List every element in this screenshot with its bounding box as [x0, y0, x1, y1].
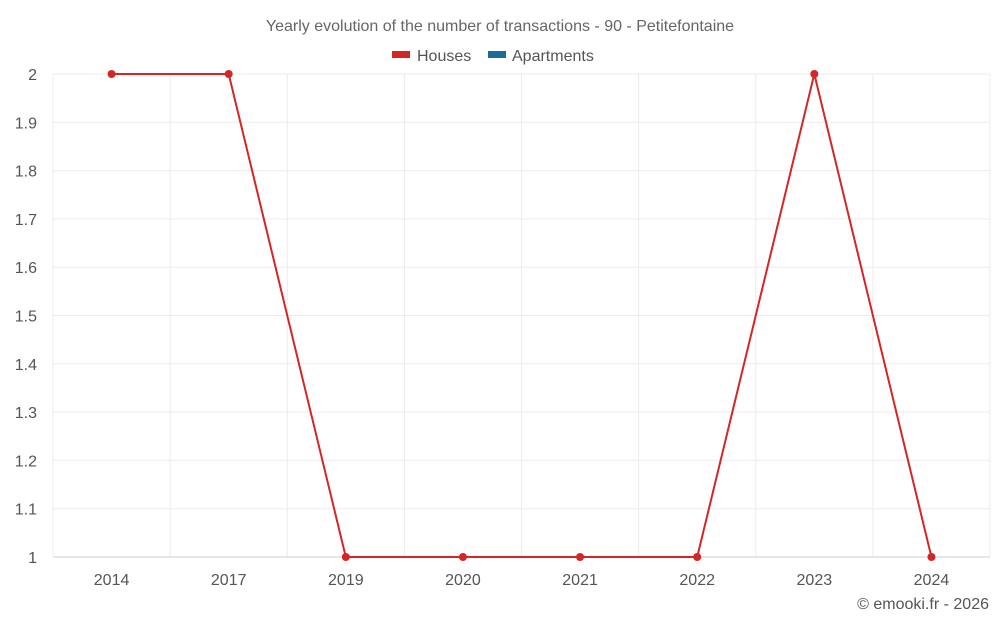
x-tick-label: 2024 — [914, 572, 950, 589]
credit-text: © emooki.fr - 2026 — [857, 596, 989, 613]
data-point-houses[interactable] — [224, 70, 233, 78]
x-tick-label: 2021 — [562, 572, 598, 589]
data-point-houses[interactable] — [693, 553, 702, 561]
data-point-houses[interactable] — [341, 553, 350, 561]
y-tick-label: 1.2 — [15, 453, 37, 470]
y-tick-label: 1.1 — [15, 502, 37, 519]
legend-label-houses: Houses — [417, 48, 471, 65]
x-axis-ticks: 2014 2017 2019 2020 2021 2022 2023 2024 — [94, 572, 950, 589]
y-tick-label: 1.9 — [15, 115, 37, 132]
data-point-houses[interactable] — [458, 553, 467, 561]
y-tick-label: 1 — [28, 550, 37, 567]
data-point-houses[interactable] — [810, 70, 819, 78]
series-layer — [107, 70, 936, 561]
y-axis-ticks: 1 1.1 1.2 1.3 1.4 1.5 1.6 1.7 1.8 1.9 2 — [15, 67, 37, 567]
data-point-houses[interactable] — [927, 553, 936, 561]
y-tick-label: 1.8 — [15, 164, 37, 181]
x-tick-label: 2017 — [211, 572, 247, 589]
x-tick-label: 2022 — [679, 572, 715, 589]
y-tick-label: 1.7 — [15, 212, 37, 229]
y-tick-label: 1.4 — [15, 357, 37, 374]
chart-title: Yearly evolution of the number of transa… — [266, 18, 734, 35]
series-line-houses — [111, 73, 933, 558]
x-tick-label: 2020 — [445, 572, 481, 589]
legend-item-houses[interactable]: Houses — [392, 48, 471, 65]
x-tick-label: 2019 — [328, 572, 364, 589]
legend: Houses Apartments — [392, 48, 594, 65]
legend-swatch-houses — [392, 51, 410, 58]
y-tick-label: 1.3 — [15, 405, 37, 422]
data-point-houses[interactable] — [576, 553, 585, 561]
y-tick-label: 1.5 — [15, 309, 37, 326]
y-tick-label: 1.6 — [15, 260, 37, 277]
data-point-houses[interactable] — [107, 70, 116, 78]
legend-swatch-apartments — [488, 51, 506, 58]
legend-item-apartments[interactable]: Apartments — [488, 48, 594, 65]
x-tick-label: 2023 — [797, 572, 833, 589]
x-tick-label: 2014 — [94, 572, 130, 589]
y-tick-label: 2 — [28, 67, 37, 84]
legend-label-apartments: Apartments — [512, 48, 594, 65]
